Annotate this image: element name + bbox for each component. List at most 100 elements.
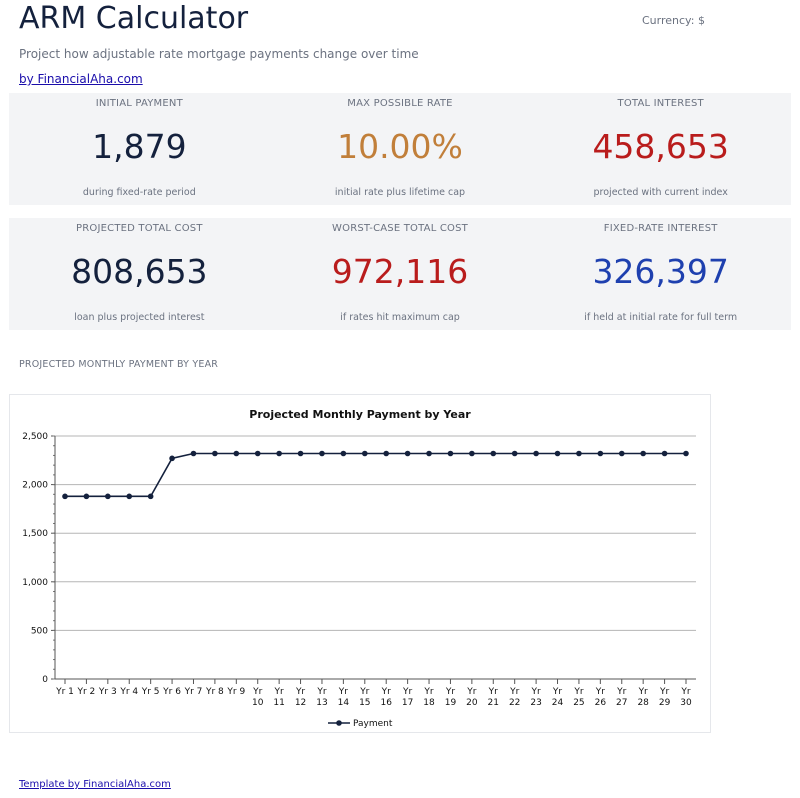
data-point	[105, 493, 111, 500]
total-interest-card: TOTAL INTEREST 458,653 projected with cu…	[530, 93, 791, 205]
card-caption: initial rate plus lifetime cap	[334, 187, 466, 198]
y-tick-label: 0	[42, 675, 48, 685]
card-label: WORST-CASE TOTAL COST	[332, 223, 468, 234]
page-title: ARM Calculator	[19, 1, 249, 36]
x-tick-label: Yr 26	[595, 687, 607, 708]
worst-case-cost-card: WORST-CASE TOTAL COST 972,116 if rates h…	[270, 218, 531, 330]
data-point	[212, 450, 218, 457]
card-value: 326,397	[592, 252, 729, 291]
x-tick-label: Yr 8	[205, 687, 224, 697]
data-point	[533, 450, 539, 457]
x-tick-label: Yr 4	[119, 687, 138, 697]
x-tick-label: Yr 19	[445, 687, 457, 708]
x-tick-label: Yr 16	[380, 687, 392, 708]
y-tick-label: 2,000	[22, 481, 48, 491]
data-point	[254, 450, 261, 457]
x-tick-label: Yr 28	[637, 687, 649, 708]
x-tick-label: Yr 11	[273, 687, 284, 708]
card-caption: during fixed-rate period	[82, 187, 196, 198]
card-value: 10.00%	[337, 127, 463, 166]
y-tick-label: 500	[31, 626, 48, 636]
data-point	[490, 450, 497, 457]
x-tick-label: Yr 14	[338, 687, 350, 708]
projected-total-cost-card: PROJECTED TOTAL COST 808,653 loan plus p…	[9, 218, 270, 330]
page-subtitle: Project how adjustable rate mortgage pay…	[19, 47, 419, 61]
data-point	[233, 450, 240, 457]
card-value: 808,653	[71, 252, 208, 291]
data-point	[447, 450, 454, 457]
data-point	[169, 455, 175, 462]
data-point	[147, 493, 154, 500]
card-caption: projected with current index	[593, 187, 728, 198]
data-point	[340, 450, 347, 457]
card-label: TOTAL INTEREST	[617, 98, 704, 109]
data-point	[554, 450, 561, 457]
x-tick-label: Yr 7	[184, 687, 203, 697]
x-tick-label: Yr 25	[573, 687, 584, 708]
data-point	[62, 493, 68, 500]
data-point	[511, 450, 518, 457]
data-point	[276, 450, 282, 457]
data-point	[683, 450, 689, 457]
x-tick-label: Yr 21	[488, 687, 499, 708]
x-tick-label: Yr 15	[359, 687, 370, 708]
legend-label: Payment	[353, 719, 393, 729]
max-rate-card: MAX POSSIBLE RATE 10.00% initial rate pl…	[270, 93, 531, 205]
card-label: FIXED-RATE INTEREST	[603, 223, 718, 234]
data-point	[297, 450, 304, 457]
data-point	[661, 450, 668, 457]
card-label: INITIAL PAYMENT	[95, 98, 183, 109]
y-tick-label: 1,500	[22, 529, 48, 539]
x-tick-label: Yr 30	[680, 687, 692, 708]
data-point	[597, 450, 604, 457]
x-tick-label: Yr 2	[77, 687, 96, 697]
card-label: PROJECTED TOTAL COST	[76, 223, 203, 234]
x-tick-label: Yr 12	[295, 687, 306, 708]
chart-title: Projected Monthly Payment by Year	[249, 408, 471, 421]
card-label: MAX POSSIBLE RATE	[347, 98, 453, 109]
currency-label: Currency: $	[642, 14, 705, 27]
card-caption: if held at initial rate for full term	[584, 312, 738, 323]
summary-row-1: INITIAL PAYMENT 1,879 during fixed-rate …	[9, 93, 791, 205]
x-tick-label: Yr 5	[141, 687, 160, 697]
byline-link[interactable]: by FinancialAha.com	[19, 72, 143, 86]
legend-marker	[336, 720, 342, 726]
data-point	[190, 450, 197, 457]
x-tick-label: Yr 27	[616, 687, 627, 708]
y-tick-label: 2,500	[22, 432, 48, 442]
data-point	[383, 450, 390, 457]
x-tick-label: Yr 24	[552, 687, 564, 708]
chart-section-heading: PROJECTED MONTHLY PAYMENT BY YEAR	[19, 359, 219, 370]
payment-chart: Projected Monthly Payment by Year 0 500 1,0…	[22, 408, 696, 729]
card-caption: if rates hit maximum cap	[340, 312, 460, 323]
series-line	[65, 452, 686, 498]
x-tick-label: Yr 20	[466, 687, 478, 708]
data-point	[576, 450, 582, 457]
data-point	[83, 493, 90, 500]
data-point	[126, 493, 133, 500]
data-point	[361, 450, 368, 457]
x-tick-label: Yr 22	[509, 687, 520, 708]
x-tick-label: Yr 13	[316, 687, 327, 708]
data-point	[404, 450, 411, 457]
x-tick-label: Yr 18	[423, 687, 435, 708]
summary-row-2: PROJECTED TOTAL COST 808,653 loan plus p…	[9, 218, 791, 330]
x-tick-label: Yr 10	[252, 687, 264, 708]
x-tick-label: Yr 6	[162, 687, 181, 697]
y-tick-label: 1,000	[22, 578, 48, 588]
footer-link[interactable]: Template by FinancialAha.com	[19, 779, 171, 790]
x-tick-label: Yr 1	[55, 687, 74, 697]
card-value: 972,116	[331, 252, 469, 291]
data-point	[426, 450, 432, 457]
x-tick-label: Yr 17	[402, 687, 413, 708]
fixed-rate-interest-card: FIXED-RATE INTEREST 326,397 if held at i…	[530, 218, 791, 330]
x-tick-label: Yr 3	[98, 687, 117, 697]
card-value: 1,879	[92, 127, 187, 166]
card-caption: loan plus projected interest	[74, 312, 205, 323]
x-tick-label: Yr 29	[659, 687, 671, 708]
initial-payment-card: INITIAL PAYMENT 1,879 during fixed-rate …	[9, 93, 270, 205]
x-tick-label: Yr 23	[530, 687, 541, 708]
data-point	[618, 450, 625, 457]
data-point	[469, 450, 475, 457]
card-value: 458,653	[592, 127, 729, 166]
